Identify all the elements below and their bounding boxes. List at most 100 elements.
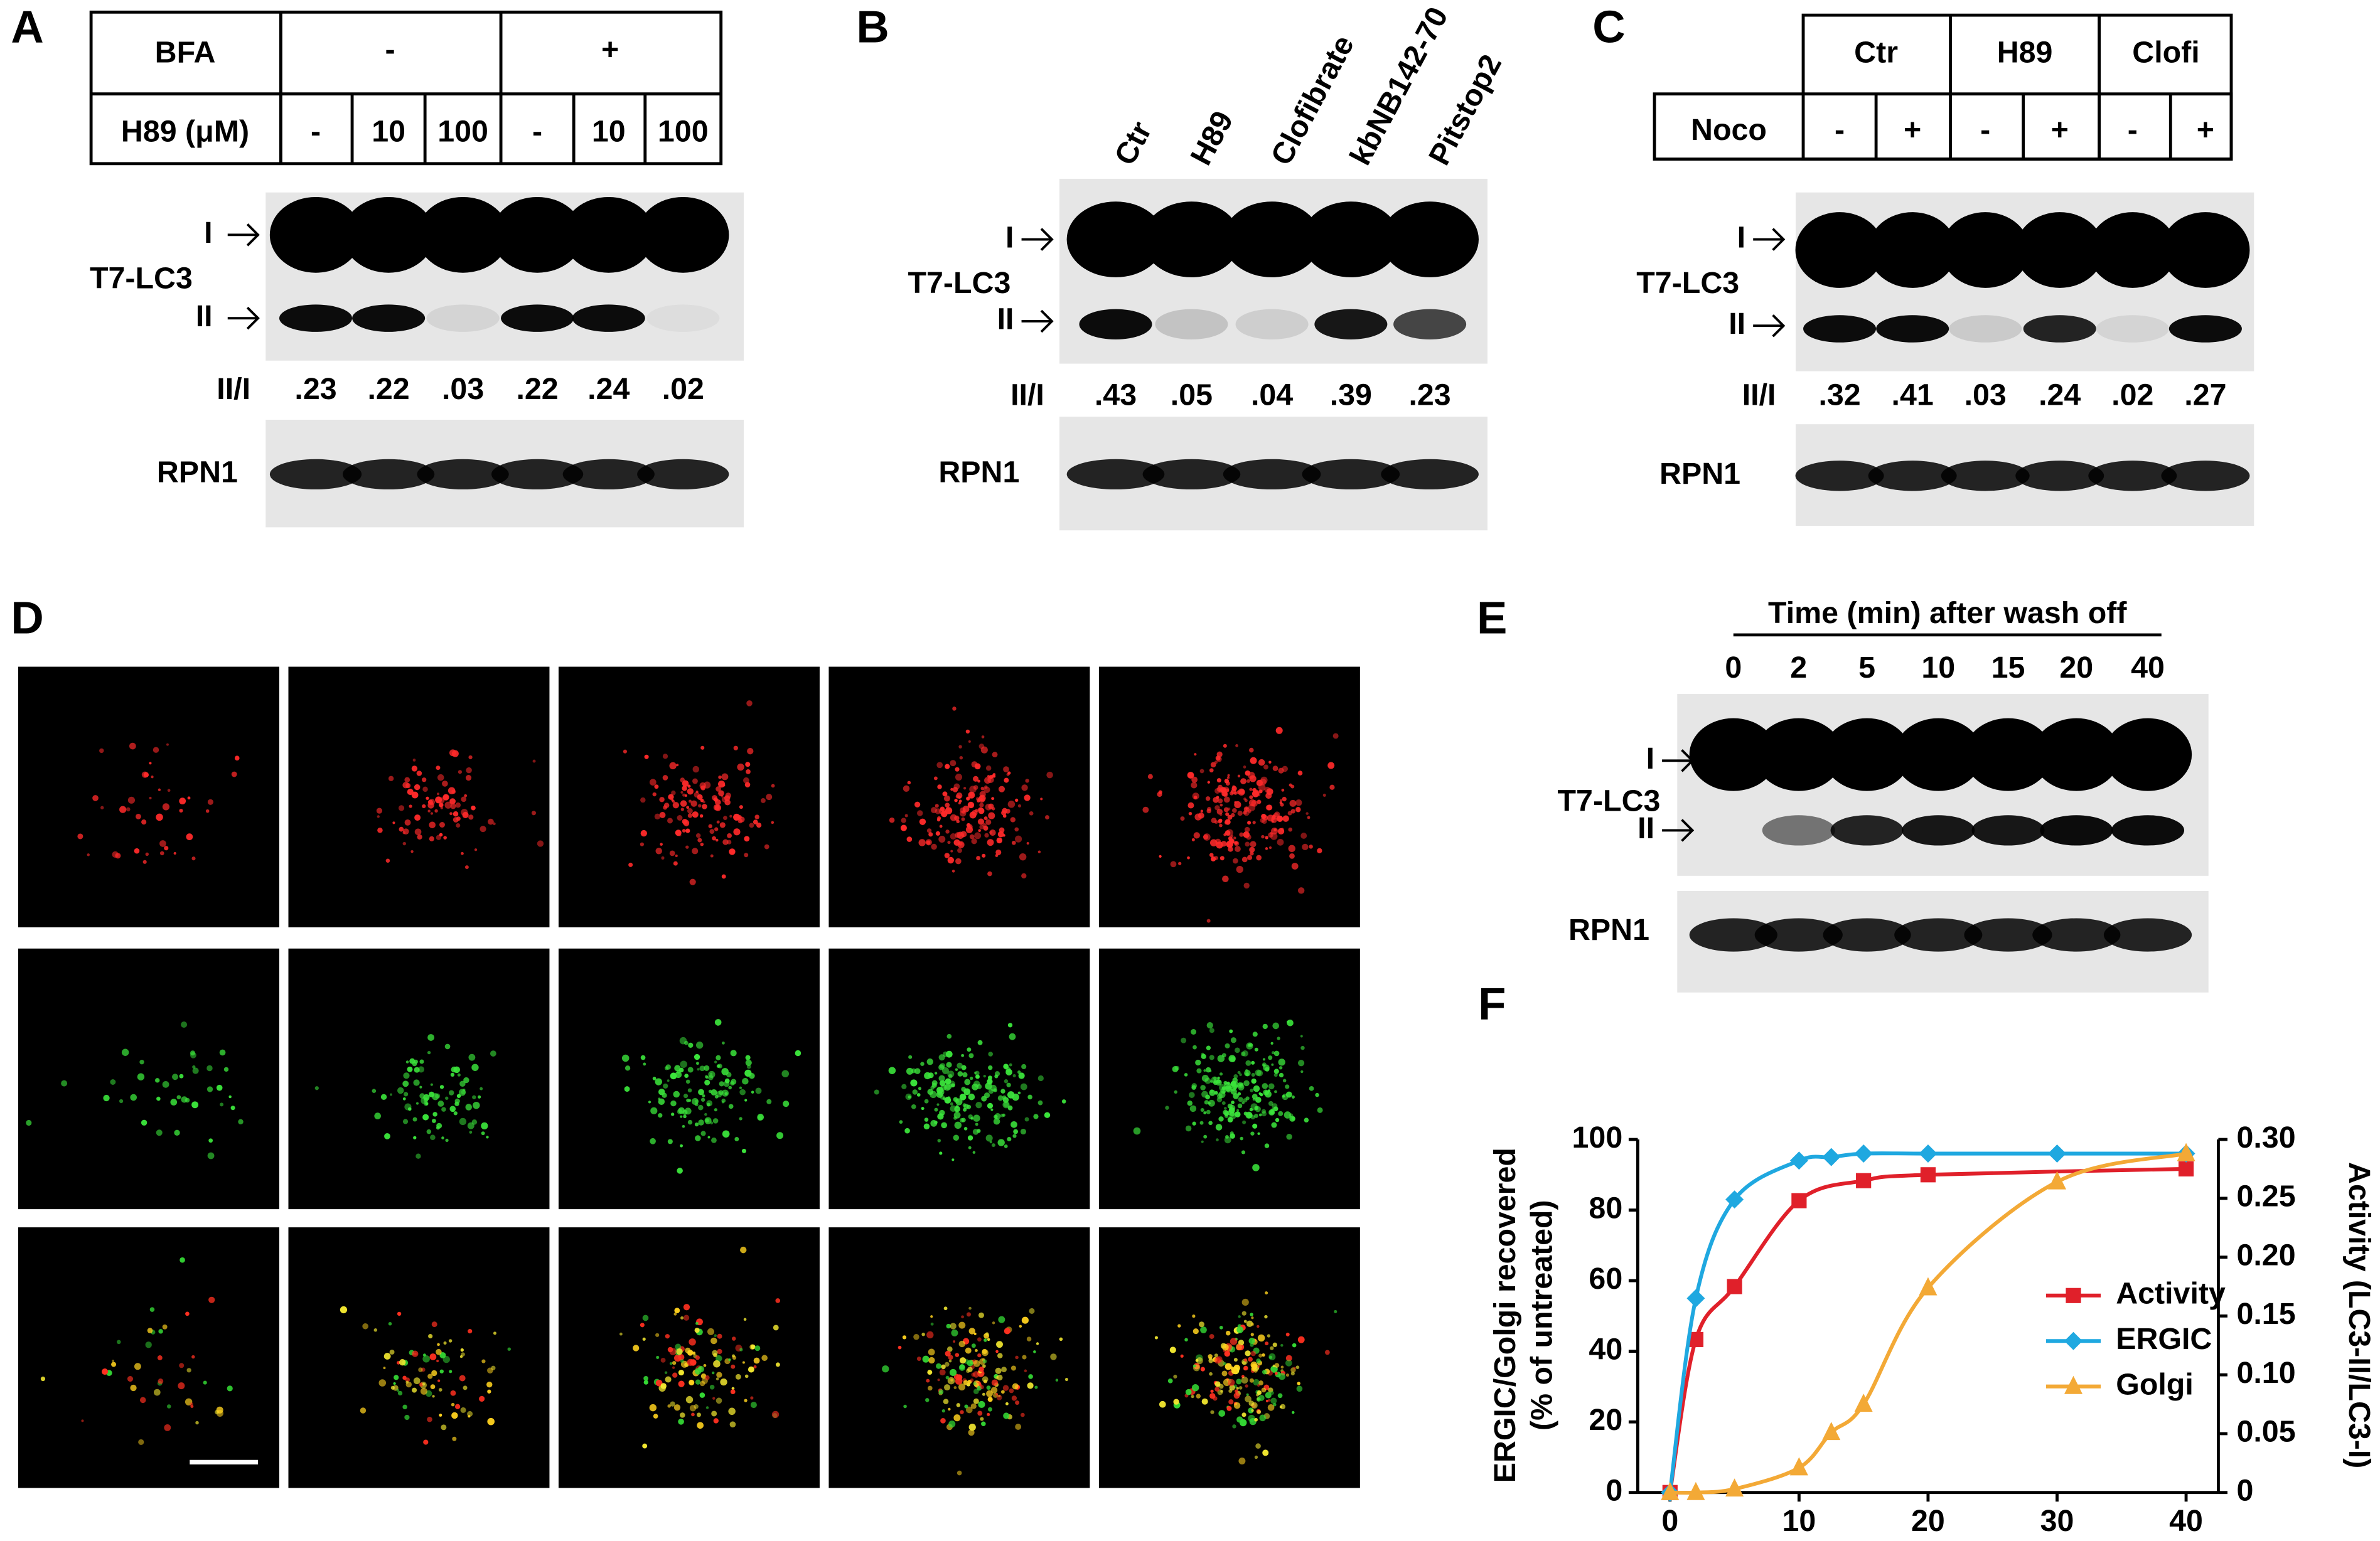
puncta [1287, 811, 1292, 816]
puncta [208, 1296, 215, 1303]
puncta [157, 1355, 163, 1360]
puncta [463, 1385, 468, 1390]
puncta [707, 1136, 710, 1139]
puncta [966, 1104, 972, 1109]
lane-label: Ctr [1108, 116, 1159, 171]
puncta [465, 1104, 472, 1111]
puncta [699, 1392, 705, 1398]
puncta [687, 1119, 693, 1125]
puncta [900, 824, 907, 831]
y2-tick-label: 0.05 [2236, 1415, 2295, 1449]
puncta [1275, 1117, 1280, 1122]
puncta [1219, 1384, 1224, 1389]
puncta [706, 1102, 710, 1107]
puncta [1242, 1120, 1246, 1124]
puncta [389, 1349, 395, 1355]
puncta [1015, 1400, 1020, 1405]
puncta [1196, 1068, 1202, 1074]
puncta [149, 762, 152, 765]
puncta [1233, 1392, 1240, 1399]
puncta [1208, 1354, 1213, 1359]
ratio: .05 [1171, 378, 1213, 412]
puncta [939, 1080, 946, 1087]
puncta [1256, 779, 1263, 787]
puncta [982, 1348, 987, 1355]
marker [1789, 1457, 1808, 1476]
band [1894, 918, 1983, 952]
puncta [1238, 1457, 1246, 1464]
puncta [145, 852, 149, 856]
puncta [955, 774, 963, 781]
puncta [994, 1114, 998, 1119]
puncta [1059, 1337, 1063, 1341]
puncta [936, 818, 941, 822]
puncta [967, 1135, 973, 1141]
loading-label: RPN1 [938, 456, 1019, 489]
puncta [740, 1246, 747, 1254]
band [1754, 718, 1843, 791]
puncta [903, 785, 910, 792]
puncta [974, 1348, 978, 1352]
puncta [667, 1139, 673, 1144]
puncta [1291, 1116, 1295, 1121]
puncta [1334, 1309, 1337, 1313]
puncta [1044, 1112, 1051, 1118]
puncta [468, 1329, 473, 1334]
puncta [950, 1378, 953, 1382]
puncta [1254, 1106, 1259, 1111]
puncta [1278, 1373, 1286, 1380]
puncta [948, 1355, 953, 1360]
puncta [396, 1389, 400, 1392]
puncta [1248, 1400, 1255, 1406]
puncta [1201, 1398, 1208, 1405]
puncta [1010, 1365, 1016, 1371]
puncta [945, 764, 950, 769]
band-label: I [1737, 220, 1745, 254]
puncta [1278, 767, 1284, 774]
puncta [439, 1085, 444, 1089]
puncta [1223, 807, 1229, 813]
puncta [961, 1117, 966, 1122]
puncta [980, 746, 988, 754]
puncta [92, 795, 99, 801]
puncta [385, 858, 390, 863]
panel-label: D [11, 592, 43, 643]
puncta [1239, 1073, 1242, 1077]
puncta [712, 836, 716, 841]
puncta [1259, 1414, 1267, 1422]
header-cell: + [2051, 113, 2069, 147]
puncta [1209, 1372, 1213, 1376]
puncta [412, 1387, 417, 1393]
puncta [158, 1378, 164, 1384]
puncta [947, 856, 955, 864]
puncta [652, 1077, 657, 1080]
puncta [700, 798, 704, 802]
puncta [743, 777, 749, 784]
puncta [941, 1122, 948, 1129]
band [1868, 461, 1957, 491]
band [2103, 718, 2192, 791]
puncta [422, 1382, 426, 1386]
header-cell: 10 [372, 114, 405, 148]
puncta [1231, 786, 1237, 791]
puncta [473, 1101, 480, 1109]
puncta [157, 1097, 161, 1101]
puncta [137, 1073, 145, 1080]
puncta [695, 1135, 701, 1141]
puncta [973, 1332, 977, 1335]
puncta [167, 789, 171, 792]
puncta [1277, 1037, 1280, 1040]
puncta [718, 790, 724, 797]
puncta [749, 1072, 755, 1079]
puncta [1238, 788, 1245, 796]
puncta [404, 1092, 409, 1097]
header-cell: + [1904, 113, 1921, 147]
puncta [403, 1072, 410, 1079]
puncta [192, 1067, 199, 1074]
puncta [467, 1122, 474, 1129]
puncta [692, 848, 699, 855]
ratio-label: II/I [217, 372, 250, 406]
puncta [434, 809, 438, 813]
puncta [1173, 1374, 1177, 1379]
puncta [969, 811, 977, 819]
